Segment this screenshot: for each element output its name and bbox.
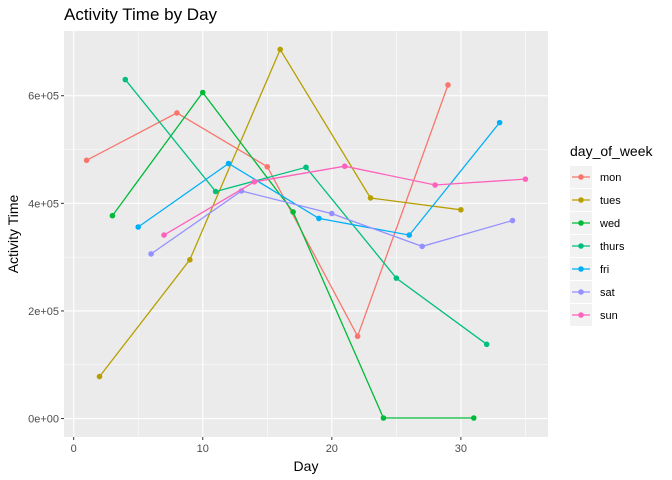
x-tick-label: 20 [326, 443, 338, 455]
legend-key-point [578, 174, 584, 180]
data-point-thurs [483, 341, 490, 348]
data-point-fri [135, 224, 142, 230]
data-point-tues [96, 373, 103, 380]
legend-key-point [578, 243, 584, 249]
data-point-sun [161, 232, 167, 238]
data-point-sun [251, 179, 258, 185]
data-point-thurs [393, 275, 400, 281]
legend-key-point [578, 197, 584, 203]
data-point-tues [277, 46, 283, 53]
data-point-wed [470, 415, 477, 421]
y-tick-label: 0e+00 [28, 414, 59, 426]
y-tick-label: 2e+05 [28, 306, 59, 318]
data-point-mon [445, 82, 451, 88]
data-point-sat [148, 251, 154, 257]
legend-item-mon: mon [570, 166, 621, 188]
series-layer [83, 46, 529, 421]
series-fri [135, 119, 503, 238]
grid-lines [64, 31, 548, 437]
legend-item-wed: wed [570, 212, 620, 234]
axes: 0 10 20 30 0e+00 2e+05 4e+05 6e+05 [28, 91, 467, 455]
series-sun [161, 163, 529, 238]
legend-label: mon [600, 172, 621, 184]
data-point-fri [406, 232, 413, 238]
data-point-wed [109, 212, 116, 219]
data-point-sun [341, 163, 348, 170]
data-point-thurs [122, 76, 129, 83]
legend-label: tues [600, 195, 621, 207]
series-tues [96, 46, 464, 380]
legend: day_of_week mon tues wed thurs fri sat sun [570, 143, 654, 326]
series-sat [148, 188, 516, 257]
data-point-tues [367, 195, 374, 201]
data-point-mon [354, 333, 361, 340]
x-tick-label: 0 [71, 443, 77, 455]
data-point-sat [329, 210, 335, 217]
data-point-fri [316, 215, 322, 222]
data-point-thurs [212, 188, 219, 195]
legend-item-sun: sun [570, 304, 618, 326]
legend-key-point [578, 220, 584, 226]
legend-key-point [578, 266, 584, 272]
data-point-wed [199, 89, 206, 96]
data-point-sun [522, 176, 529, 182]
legend-item-tues: tues [570, 189, 621, 211]
y-tick-label: 4e+05 [28, 198, 59, 210]
legend-item-sat: sat [570, 281, 615, 303]
legend-item-fri: fri [570, 258, 609, 280]
data-point-sat [509, 217, 516, 224]
x-axis-title: Day [294, 458, 319, 474]
legend-key-point [578, 289, 584, 295]
series-mon [83, 82, 451, 340]
y-axis-title: Activity Time [5, 195, 21, 274]
x-tick-label: 30 [455, 443, 467, 455]
data-point-tues [458, 206, 464, 213]
legend-label: sun [600, 310, 618, 322]
data-point-mon [174, 110, 180, 116]
legend-item-thurs: thurs [570, 235, 625, 257]
legend-key-point [578, 312, 584, 318]
y-tick-label: 6e+05 [28, 91, 59, 103]
data-point-wed [290, 209, 296, 215]
data-point-fri [496, 119, 503, 126]
legend-label: wed [599, 218, 620, 230]
data-point-wed [380, 415, 387, 421]
series-thurs [122, 76, 490, 348]
data-point-sat [419, 243, 425, 250]
data-point-sun [432, 182, 438, 188]
data-point-tues [187, 257, 193, 263]
chart-title: Activity Time by Day [64, 5, 218, 24]
series-wed [109, 89, 477, 421]
x-tick-label: 10 [197, 443, 209, 455]
data-point-mon [83, 157, 90, 164]
legend-label: fri [600, 264, 609, 276]
legend-label: sat [600, 287, 615, 299]
data-point-fri [225, 160, 232, 167]
legend-title: day_of_week [570, 143, 654, 159]
data-point-mon [264, 163, 271, 170]
data-point-thurs [303, 164, 309, 171]
legend-label: thurs [600, 241, 625, 253]
